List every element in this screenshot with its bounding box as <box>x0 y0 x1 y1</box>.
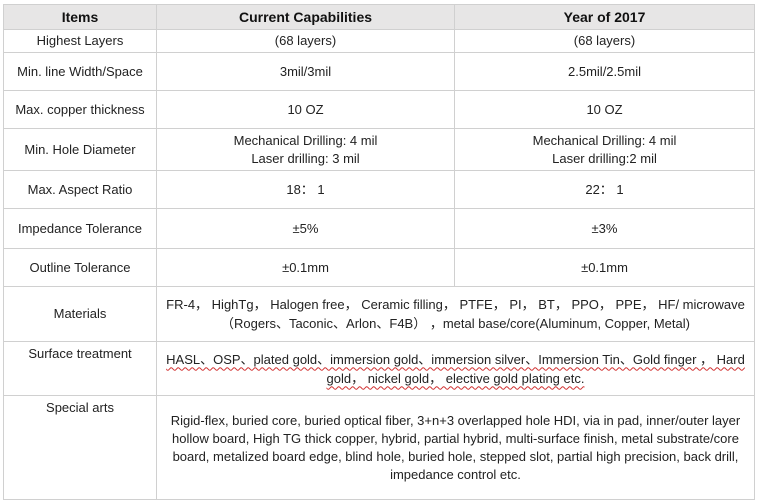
year2017-value: 22： 1 <box>455 171 755 209</box>
row-label: Min. Hole Diameter <box>4 129 157 171</box>
year2017-line: Mechanical Drilling: 4 mil <box>459 132 750 150</box>
header-current-capabilities: Current Capabilities <box>157 5 455 30</box>
table-row: Outline Tolerance ±0.1mm ±0.1mm <box>4 249 755 287</box>
special-arts-text: Rigid-flex, buried core, buried optical … <box>171 413 740 482</box>
year2017-value: 10 OZ <box>455 91 755 129</box>
year2017-line: Laser drilling:2 mil <box>459 150 750 168</box>
capabilities-table: Items Current Capabilities Year of 2017 … <box>3 4 755 500</box>
row-label: Impedance Tolerance <box>4 209 157 249</box>
year2017-value: ±3% <box>455 209 755 249</box>
table-row: Max. copper thickness 10 OZ 10 OZ <box>4 91 755 129</box>
merged-value: HASL、OSP、plated gold、immersion gold、imme… <box>157 342 755 396</box>
row-label: Max. copper thickness <box>4 91 157 129</box>
table-row: Min. Hole Diameter Mechanical Drilling: … <box>4 129 755 171</box>
table-row: Impedance Tolerance ±5% ±3% <box>4 209 755 249</box>
header-year-2017: Year of 2017 <box>455 5 755 30</box>
table-row: Min. line Width/Space 3mil/3mil 2.5mil/2… <box>4 53 755 91</box>
table-row-merged: Special arts Rigid-flex, buried core, bu… <box>4 396 755 500</box>
merged-value: Rigid-flex, buried core, buried optical … <box>157 396 755 500</box>
current-value: 18： 1 <box>157 171 455 209</box>
table-row-merged: Surface treatment HASL、OSP、plated gold、i… <box>4 342 755 396</box>
table-row: Max. Aspect Ratio 18： 1 22： 1 <box>4 171 755 209</box>
current-value: ±0.1mm <box>157 249 455 287</box>
year2017-value: Mechanical Drilling: 4 mil Laser drillin… <box>455 129 755 171</box>
current-line: Mechanical Drilling: 4 mil <box>161 132 450 150</box>
row-label: Surface treatment <box>4 342 157 396</box>
current-value: 10 OZ <box>157 91 455 129</box>
current-line: Laser drilling: 3 mil <box>161 150 450 168</box>
merged-value: FR-4， HighTg， Halogen free， Ceramic fill… <box>157 287 755 342</box>
table-row-merged: Materials FR-4， HighTg， Halogen free， Ce… <box>4 287 755 342</box>
surface-treatment-text: HASL、OSP、plated gold、immersion gold、imme… <box>166 352 745 386</box>
materials-text: FR-4， HighTg， Halogen free， Ceramic fill… <box>166 297 745 331</box>
header-row: Items Current Capabilities Year of 2017 <box>4 5 755 30</box>
row-label: Max. Aspect Ratio <box>4 171 157 209</box>
current-value: (68 layers) <box>157 30 455 53</box>
year2017-value: (68 layers) <box>455 30 755 53</box>
header-items: Items <box>4 5 157 30</box>
row-label: Materials <box>4 287 157 342</box>
table-row: Highest Layers (68 layers) (68 layers) <box>4 30 755 53</box>
row-label: Highest Layers <box>4 30 157 53</box>
year2017-value: 2.5mil/2.5mil <box>455 53 755 91</box>
current-value: ±5% <box>157 209 455 249</box>
current-value: Mechanical Drilling: 4 mil Laser drillin… <box>157 129 455 171</box>
current-value: 3mil/3mil <box>157 53 455 91</box>
row-label: Special arts <box>4 396 157 500</box>
year2017-value: ±0.1mm <box>455 249 755 287</box>
row-label: Outline Tolerance <box>4 249 157 287</box>
row-label: Min. line Width/Space <box>4 53 157 91</box>
